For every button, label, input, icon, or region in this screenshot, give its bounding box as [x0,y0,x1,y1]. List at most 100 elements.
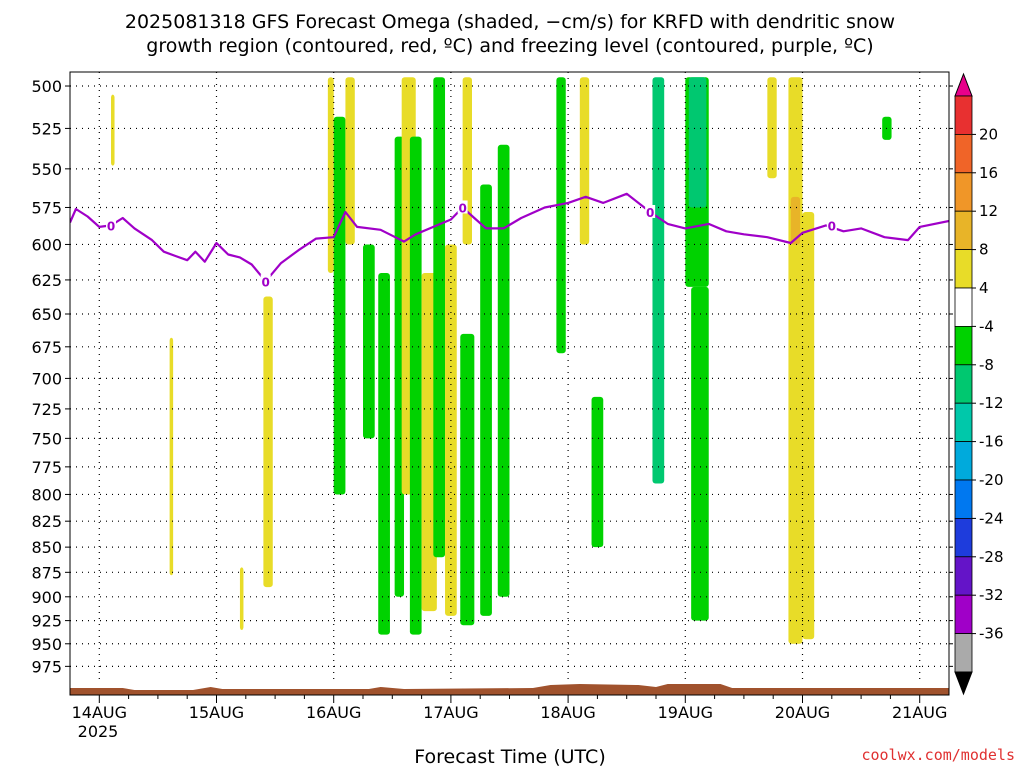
y-tick-label-900: 900 [31,588,62,607]
colorbar-top-arrow [954,72,973,97]
terrain-fill [70,684,949,695]
colorbar-segment-3 [954,172,973,212]
omega-region-12 [421,272,437,612]
colorbar: 20 16 12 8 4 -4 -8 -12 -16 -20 -24 -28 -32 -36 [954,72,1004,696]
colorbar-segment-10 [954,441,973,481]
y-tick-label-925: 925 [31,612,62,631]
y-tick-label-600: 600 [31,235,62,254]
colorbar-label-16: 16 [979,164,998,182]
omega-region-6 [345,77,355,245]
colorbar-label-4: 4 [979,279,989,297]
colorbar-segment-7 [954,325,973,366]
colorbar-label-12: 12 [979,202,998,220]
colorbar-segment-8 [954,364,973,404]
omega-region-21 [591,396,604,548]
omega-region-4 [327,77,334,273]
colorbar-segment-9 [954,402,973,443]
x-axis-title: Forecast Time (UTC) [414,746,605,768]
omega-region-2 [239,567,244,630]
x-axis: 14AUG 15AUG 16AUG 17AUG 18AUG 19AUG 20AUG 21AUG [72,695,947,722]
omega-region-18 [497,144,510,597]
x-tick-label-20AUG: 20AUG [775,703,830,722]
omega-shading-layer [111,77,892,644]
freezing-level-label-2: 0 [458,201,466,215]
plot-frame [69,71,950,696]
colorbar-label-8: 8 [979,241,989,259]
colorbar-segment-14 [954,594,973,635]
colorbar-segment-1 [954,95,973,135]
colorbar-segment-13 [954,556,973,596]
freezing-label-bg [106,218,117,232]
y-tick-label-800: 800 [31,485,62,504]
y-tick-label-650: 650 [31,305,62,324]
omega-region-29 [802,211,815,640]
x-tick-label-14AUG: 14AUG [72,703,127,722]
colorbar-label--36: -36 [979,625,1004,643]
omega-region-11 [409,136,422,635]
omega-region-26 [767,77,777,179]
y-tick-label-550: 550 [31,160,62,179]
colorbar-label-20: 20 [979,125,998,143]
colorbar-segment-5 [954,249,973,289]
terrain-strip [70,684,949,695]
colorbar-segment-6 [954,287,973,327]
freezing-label-bg [260,274,271,288]
colorbar-label--12: -12 [979,394,1004,412]
y-axis: 500 525 550 575 600 625 650 675 700 725 750 775 800 8… [31,77,953,676]
omega-region-8 [378,272,390,635]
omega-region-1 [169,337,174,576]
y-tick-label-775: 775 [31,458,62,477]
omega-region-7 [363,244,375,439]
colorbar-segment-2 [954,133,973,174]
omega-region-20 [579,77,590,245]
omega-region-16 [462,77,472,245]
colorbar-segment-4 [954,210,973,250]
colorbar-segment-15 [954,633,973,673]
y-tick-label-575: 575 [31,198,62,217]
omega-region-17 [480,184,492,616]
y-tick-label-875: 875 [31,563,62,582]
x-tick-label-19AUG: 19AUG [658,703,713,722]
chart-title-line-2: growth region (contoured, red, ºC) and f… [146,35,873,57]
y-tick-label-700: 700 [31,369,62,388]
freezing-label-bg [826,218,837,232]
colorbar-segment-11 [954,479,973,519]
omega-region-28 [790,196,801,245]
colorbar-label--4: -4 [979,317,994,335]
freezing-level-label-0: 0 [107,219,115,233]
x-tick-label-21AUG: 21AUG [892,703,947,722]
omega-region-3 [263,296,273,588]
colorbar-label--32: -32 [979,586,1004,604]
omega-region-24 [688,77,707,208]
x-tick-label-17AUG: 17AUG [423,703,478,722]
colorbar-label--28: -28 [979,548,1004,566]
y-tick-label-825: 825 [31,512,62,531]
freezing-level-layer: 0 0 0 0 0 [70,192,949,289]
freezing-label-bg [457,200,468,214]
freezing-level-label-4: 0 [828,219,836,233]
x-tick-label-18AUG: 18AUG [540,703,595,722]
omega-region-19 [556,77,566,354]
omega-region-15 [460,333,475,626]
colorbar-label--20: -20 [979,471,1004,489]
y-tick-label-625: 625 [31,271,62,290]
freezing-level-label-3: 0 [646,206,654,220]
x-tick-label-16AUG: 16AUG [306,703,361,722]
freezing-level-line [70,192,949,283]
y-tick-label-750: 750 [31,429,62,448]
freezing-label-bg [645,204,656,218]
colorbar-label--8: -8 [979,356,994,374]
y-tick-label-950: 950 [31,635,62,654]
y-tick-label-500: 500 [31,77,62,96]
omega-region-14 [445,244,457,616]
colorbar-segment-12 [954,518,973,558]
y-tick-label-975: 975 [31,657,62,676]
y-tick-label-675: 675 [31,338,62,357]
y-tick-label-525: 525 [31,119,62,138]
y-tick-label-850: 850 [31,538,62,557]
omega-region-13 [433,77,446,558]
x-tick-label-15AUG: 15AUG [189,703,244,722]
x-axis-year-label: 2025 [78,722,119,741]
grid-layer [70,72,949,699]
